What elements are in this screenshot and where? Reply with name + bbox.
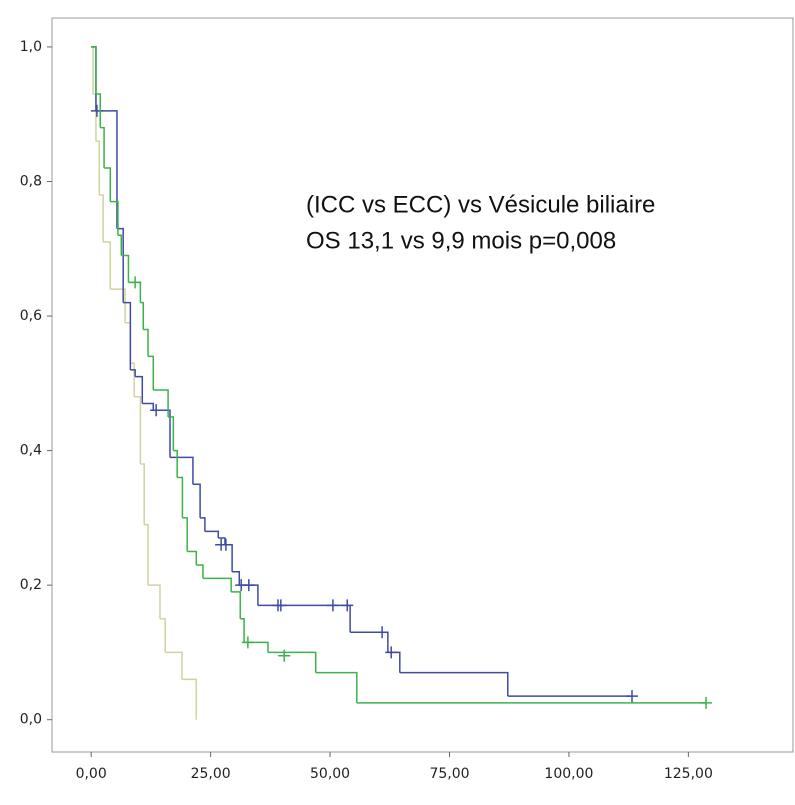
- survival-step: [173, 449, 178, 478]
- survival-step: [116, 227, 124, 303]
- survival-step: [95, 110, 118, 229]
- survival-step: [231, 591, 241, 619]
- survival-step: [240, 618, 245, 643]
- survival-step: [100, 126, 105, 169]
- plot-frame: [51, 17, 794, 753]
- y-tick-label: 1,0: [20, 39, 42, 55]
- survival-step: [177, 476, 184, 518]
- y-tick-label: 0,4: [20, 443, 42, 459]
- x-tick-label: 0,00: [76, 766, 107, 782]
- x-tick-label: 25,00: [191, 766, 231, 782]
- survival-step: [103, 241, 112, 290]
- survival-step: [117, 234, 123, 256]
- survival-step: [148, 355, 155, 391]
- y-tick-label: 0,0: [20, 712, 42, 728]
- survival-step: [91, 46, 97, 95]
- survival-step: [130, 362, 135, 397]
- x-tick-label: 125,00: [664, 766, 713, 782]
- censor-mark: [625, 690, 638, 703]
- survival-step: [148, 584, 161, 619]
- annotation: (ICC vs ECC) vs Vésicule biliaire: [306, 191, 655, 218]
- survival-step: [140, 301, 145, 330]
- annotation: OS 13,1 vs 9,9 mois p=0,008: [306, 227, 616, 254]
- survival-step: [121, 254, 130, 283]
- survival-step: [95, 140, 101, 195]
- survival-step: [142, 402, 155, 411]
- censor-mark: [376, 626, 389, 639]
- censor-mark: [274, 599, 287, 612]
- survival-step: [181, 678, 198, 720]
- survival-step: [196, 564, 204, 579]
- survival-step: [123, 301, 132, 370]
- censor-mark: [150, 404, 163, 417]
- survival-step: [200, 517, 206, 532]
- survival-step: [168, 416, 175, 451]
- survival-step: [134, 396, 142, 465]
- survival-step: [399, 671, 509, 697]
- censor-mark: [129, 276, 142, 289]
- censor-mark: [219, 538, 232, 551]
- survival-step: [110, 200, 119, 236]
- survival-step: [130, 369, 136, 377]
- survival-step: [99, 194, 104, 243]
- survival-step: [165, 651, 183, 680]
- censor-mark: [242, 579, 255, 592]
- censor-mark: [700, 696, 713, 709]
- survival-step: [192, 483, 201, 518]
- y-tick-label: 0,8: [20, 173, 42, 189]
- y-tick-label: 0,6: [20, 308, 42, 324]
- censor-mark: [341, 599, 354, 612]
- survival-step: [140, 463, 145, 525]
- y-tick-label: 0,2: [20, 577, 42, 593]
- survival-step: [143, 328, 149, 357]
- censor-mark: [385, 646, 398, 659]
- survival-step: [202, 577, 232, 592]
- survival-step: [95, 93, 102, 128]
- survival-step: [218, 537, 226, 545]
- survival-step: [159, 618, 166, 653]
- x-tick-label: 100,00: [544, 766, 593, 782]
- survival-step: [104, 167, 112, 202]
- censor-mark: [278, 649, 291, 662]
- survival-step: [110, 288, 126, 323]
- x-tick-label: 75,00: [429, 766, 469, 782]
- survival-step: [315, 671, 358, 703]
- survival-step: [144, 523, 149, 586]
- censor-mark: [241, 636, 254, 649]
- survival-step: [135, 375, 144, 404]
- censor-mark: [326, 599, 339, 612]
- survival-step: [153, 389, 169, 417]
- survival-step: [187, 550, 198, 565]
- survival-step: [204, 530, 220, 539]
- x-tick-label: 50,00: [310, 766, 350, 782]
- survival-step: [182, 517, 188, 552]
- survival-step: [232, 570, 241, 586]
